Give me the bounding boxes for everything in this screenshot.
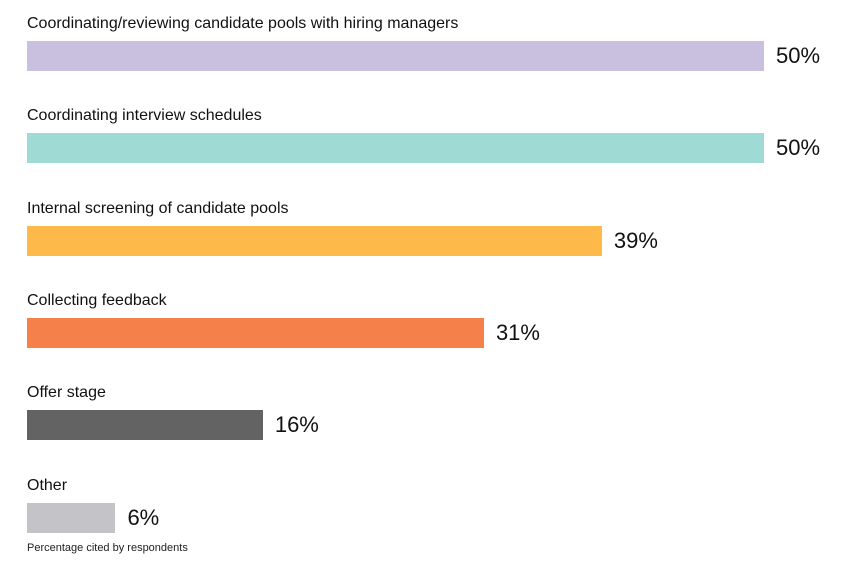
category-label: Collecting feedback	[27, 291, 167, 309]
bar	[27, 410, 263, 441]
bar	[27, 502, 116, 533]
footnote: Percentage cited by respondents	[27, 542, 188, 554]
category-label: Internal screening of candidate pools	[27, 199, 289, 217]
category-label: Coordinating/reviewing candidate pools w…	[27, 15, 459, 32]
value-label: 6%	[127, 504, 160, 530]
value-label: 50%	[776, 43, 821, 68]
category-label: Coordinating interview schedules	[27, 107, 262, 125]
bar	[27, 225, 602, 256]
bar	[27, 317, 484, 348]
value-label: 39%	[613, 227, 658, 253]
value-label: 31%	[495, 319, 540, 345]
category-label: Offer stage	[27, 384, 106, 402]
bar	[27, 133, 764, 164]
bar	[27, 41, 764, 71]
category-label: Other	[27, 476, 68, 494]
value-label: 16%	[274, 412, 319, 438]
value-label: 50%	[776, 135, 821, 161]
